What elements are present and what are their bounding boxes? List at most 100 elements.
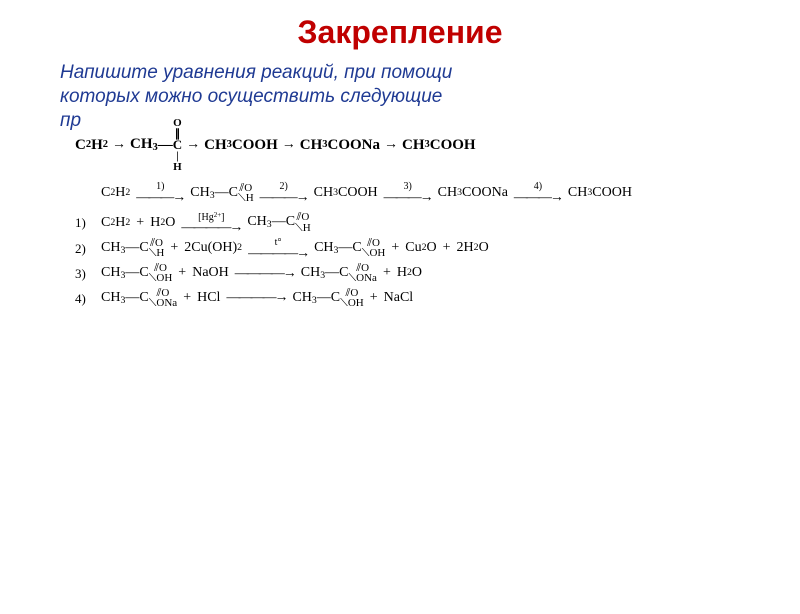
scheme-s2: CH3— O ∥ C | H [130, 118, 182, 172]
arrow-4: 4) ———→ [514, 182, 562, 203]
equation-1: 1) C2H2 + H2O [Hg2+] ————→ CH3—C ⫽O ⟍H [75, 212, 800, 234]
oh: OH [156, 272, 172, 284]
eq1-l1: C2H2 [101, 216, 130, 230]
arrow-icon: ————→ [226, 292, 286, 303]
aldehyde-group: O ∥ C | H [173, 118, 182, 172]
oh: OH [369, 247, 385, 259]
plus-icon: + [136, 216, 144, 230]
arrow-icon: → [384, 138, 398, 152]
bot-oh: ⟍OH [149, 273, 173, 283]
scheme-s1: C2H2 [75, 138, 108, 153]
arrow: ————→ [226, 292, 286, 303]
h-atom: H [303, 222, 311, 234]
scheme-s2-pre: CH3 [130, 137, 158, 154]
slide-title: Закрепление [0, 14, 800, 51]
eq2-l1: CH3—C ⫽O ⟍H [101, 238, 164, 259]
eq3-l2: NaOH [192, 266, 229, 280]
eq2-r3: 2H2O [457, 241, 489, 255]
carboxyl-group: ⫽O ⟍OH [362, 238, 386, 259]
prompt-line-1: Напишите уравнения реакций, при помощи [60, 62, 452, 83]
arrow-cat: [Hg2+] ————→ [181, 212, 241, 234]
carboxyl-group: ⫽O ⟍OH [340, 288, 364, 309]
bot-ona: ⟍ONa [149, 298, 177, 308]
eq2-num: 2) [75, 242, 101, 255]
eq3-l1: CH3—C ⫽O ⟍OH [101, 263, 172, 284]
ov-c: CH3COOH [314, 186, 378, 200]
arrow-icon: ———→ [514, 192, 562, 203]
bot-ona: ⟍ONa [348, 273, 376, 283]
h-atom: H [173, 162, 182, 172]
plus-icon: + [370, 291, 378, 305]
eq2-r2: Cu2O [405, 241, 436, 255]
ov-d: CH3COONa [438, 186, 508, 200]
ov-b-pre: CH3—C [190, 186, 238, 201]
ona: ONa [156, 297, 177, 309]
eq4-r2: NaCl [384, 291, 414, 305]
bot-oh: ⟍OH [362, 248, 386, 258]
prompt-line-3: пр [60, 110, 81, 131]
plus-icon: + [183, 291, 191, 305]
bot-h: ⟍H [295, 223, 311, 233]
oh: OH [348, 297, 364, 309]
plus-icon: + [443, 241, 451, 255]
bot-oh: ⟍OH [340, 298, 364, 308]
plus-icon: + [391, 241, 399, 255]
eq3-r1: CH3—C ⫽O ⟍ONa [301, 263, 377, 284]
eq1-num: 1) [75, 216, 101, 229]
arrow-icon: ————→ [248, 248, 308, 259]
aldehyde-group: ⫽O ⟍H [149, 238, 165, 259]
equation-3: 3) CH3—C ⫽O ⟍OH + NaOH ————→ CH3—C ⫽O ⟍O… [75, 263, 800, 284]
equation-4: 4) CH3—C ⫽O ⟍ONa + HCl ————→ CH3—C ⫽O ⟍O… [75, 288, 800, 309]
eq2-l2: 2Cu(OH)2 [184, 241, 242, 255]
bot-h: ⟍H [149, 248, 165, 258]
h: H [156, 247, 164, 259]
h-atom: H [246, 192, 254, 204]
arrow-3: 3) ———→ [384, 182, 432, 203]
carboxylate-group: ⫽O ⟍ONa [149, 288, 177, 309]
eq4-r1: CH3—C ⫽O ⟍OH [292, 288, 363, 309]
eq3-r-pre: CH3—C [301, 266, 349, 281]
arrow-icon: ———→ [136, 192, 184, 203]
carboxyl-group: ⫽O ⟍OH [149, 263, 173, 284]
eq1-r-pre: CH3—C [247, 215, 295, 230]
plus-icon: + [178, 266, 186, 280]
plus-icon: + [170, 241, 178, 255]
ov-b: CH3—C ⫽O ⟍H [190, 183, 253, 204]
arrow-icon: ———→ [260, 192, 308, 203]
eq2-l-pre: CH3—C [101, 241, 149, 256]
aldehyde-group: ⫽O ⟍H [295, 212, 311, 233]
scheme-s5: CH3COOH [402, 138, 476, 153]
plus-icon: + [383, 266, 391, 280]
eq4-r-pre: CH3—C [292, 291, 340, 306]
ov-a: C2H2 [101, 186, 130, 200]
eq4-l-pre: CH3—C [101, 291, 149, 306]
carboxylate-group: ⫽O ⟍ONa [348, 263, 376, 284]
eq3-l-pre: CH3—C [101, 266, 149, 281]
arrow-icon: ————→ [235, 268, 295, 279]
arrow-heat: t° ————→ [248, 238, 308, 259]
ona: ONa [356, 272, 377, 284]
arrow-icon: ———→ [384, 192, 432, 203]
eq2-r-pre: CH3—C [314, 241, 362, 256]
arrow-1: 1) ———→ [136, 182, 184, 203]
eq4-l2: HCl [197, 291, 220, 305]
eq1-r: CH3—C ⫽O ⟍H [247, 212, 310, 233]
eq3-num: 3) [75, 267, 101, 280]
ov-e: CH3COOH [568, 186, 632, 200]
scheme-row: C2H2 → CH3— O ∥ C | H → CH3COOH → CH3COO… [75, 118, 800, 172]
eq3-r2: H2O [397, 266, 422, 280]
arrow-icon: → [112, 138, 126, 152]
chemistry-block: C2H2 → CH3— O ∥ C | H → CH3COOH → CH3COO… [75, 118, 800, 308]
equation-2: 2) CH3—C ⫽O ⟍H + 2Cu(OH)2 t° ————→ CH3—C… [75, 238, 800, 259]
overview-row: C2H2 1) ———→ CH3—C ⫽O ⟍H 2) ———→ CH3COOH… [75, 182, 800, 203]
arrow: ————→ [235, 268, 295, 279]
arrow-icon: → [186, 138, 200, 152]
eq4-l1: CH3—C ⫽O ⟍ONa [101, 288, 177, 309]
scheme-s4: CH3COONa [300, 138, 380, 153]
arrow-icon: → [282, 138, 296, 152]
bot-h: ⟍H [238, 193, 254, 203]
eq2-r1: CH3—C ⫽O ⟍OH [314, 238, 385, 259]
prompt-line-2: которых можно осуществить следующие [60, 86, 442, 107]
scheme-s3: CH3COOH [204, 138, 278, 153]
arrow-icon: ————→ [181, 222, 241, 233]
